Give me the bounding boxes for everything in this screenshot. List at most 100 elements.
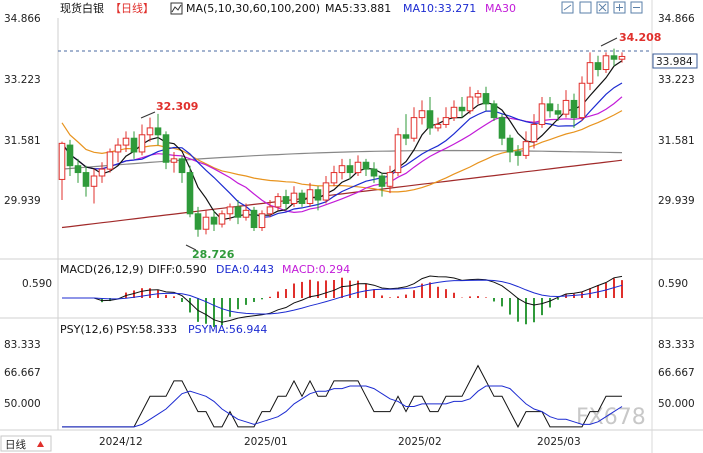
candle-body xyxy=(514,151,522,156)
candle-body xyxy=(114,144,122,153)
left-tick-1: 34.866 xyxy=(4,13,41,25)
x-tick-2025-03: 2025/03 xyxy=(537,436,581,448)
ma-params-label: MA(5,10,30,60,100,200) xyxy=(186,2,320,15)
candle-body xyxy=(210,216,218,225)
psy-left-tick-2: 66.667 xyxy=(4,367,41,379)
chevron-up-icon xyxy=(37,441,44,447)
period-select-button[interactable] xyxy=(0,435,52,452)
candle-body xyxy=(602,55,610,71)
candle-body xyxy=(130,137,138,153)
candle-body xyxy=(290,192,298,204)
candle-body xyxy=(82,172,90,187)
instrument-name: 现货白银 xyxy=(60,1,104,15)
candle-body xyxy=(386,172,394,187)
candle-body xyxy=(274,196,282,208)
candle-body xyxy=(506,137,514,153)
candle-body xyxy=(562,99,570,115)
candle-body xyxy=(554,110,562,115)
macd-dea-line xyxy=(62,279,623,315)
psy-right-tick-2: 66.667 xyxy=(658,367,695,379)
candle-body xyxy=(170,158,178,163)
right-tick-3: 31.581 xyxy=(658,135,695,147)
zoom-in-icon[interactable] xyxy=(613,1,626,14)
max-annotation-line xyxy=(600,37,618,47)
candle-body xyxy=(466,96,474,112)
ma10-value: MA10:33.271 xyxy=(403,2,476,15)
candle-body xyxy=(266,206,274,215)
candle-body xyxy=(162,134,170,163)
rectangle-icon[interactable] xyxy=(579,1,592,14)
ma200-line xyxy=(61,159,623,229)
zoom-out-icon[interactable] xyxy=(630,1,643,14)
candle-body xyxy=(618,55,626,60)
right-tick-1: 34.866 xyxy=(658,13,695,25)
macd-left-tick: 0.590 xyxy=(22,278,52,290)
ma5-line xyxy=(61,60,623,221)
candle-body xyxy=(450,106,458,119)
maximize-icon[interactable] xyxy=(596,1,609,14)
psyma-value: PSYMA:56.944 xyxy=(188,323,267,336)
candle-body xyxy=(354,161,362,174)
period-label: 【日线】 xyxy=(110,1,154,15)
candle-body xyxy=(434,123,442,129)
x-tick-2024-12: 2024/12 xyxy=(99,436,143,448)
psy-label: PSY(12,6) xyxy=(60,323,113,336)
candle-body xyxy=(66,144,74,167)
candle-body xyxy=(346,165,354,174)
candle-body xyxy=(282,196,290,204)
x-tick-2025-01: 2025/01 xyxy=(244,436,288,448)
candle-body xyxy=(218,213,226,225)
ma5-value: MA5:33.881 xyxy=(325,2,391,15)
candle-body xyxy=(546,103,554,112)
candle-body xyxy=(378,175,386,187)
candle-body xyxy=(458,106,466,112)
candle-body xyxy=(98,168,106,177)
candle-body xyxy=(338,165,346,174)
candle-body xyxy=(154,127,162,136)
left-tick-4: 29.939 xyxy=(4,195,41,207)
candle-icon xyxy=(170,2,183,15)
candle-body xyxy=(242,209,250,218)
low-annotation: 28.726 xyxy=(192,248,235,261)
candle-body xyxy=(58,142,66,180)
psy-line xyxy=(62,364,622,428)
current-price-box xyxy=(652,53,698,69)
x-tick-2025-02: 2025/02 xyxy=(398,436,442,448)
ma30-line xyxy=(61,96,623,214)
candle-body xyxy=(594,62,602,71)
candle-body xyxy=(578,82,586,119)
macd-diff-line xyxy=(62,275,623,323)
candle-body xyxy=(362,161,370,170)
left-tick-2: 33.223 xyxy=(4,74,41,86)
candle-body xyxy=(490,103,498,119)
candle-body xyxy=(394,134,402,174)
candle-body xyxy=(418,110,426,119)
candle-body xyxy=(202,216,210,230)
candle-body xyxy=(90,175,98,187)
chart-marks xyxy=(58,48,626,428)
psy-left-tick-1: 83.333 xyxy=(4,339,41,351)
candle-body xyxy=(258,213,266,229)
macd-value: MACD:0.294 xyxy=(282,263,350,276)
peak-annotation-line xyxy=(140,111,156,119)
right-tick-2: 33.223 xyxy=(658,74,695,86)
max-price-annotation: 34.208 xyxy=(619,31,661,44)
psy-right-tick-1: 83.333 xyxy=(658,339,695,351)
candle-body xyxy=(442,117,450,125)
period-select-label: 日线 xyxy=(5,438,26,451)
candle-body xyxy=(186,172,194,215)
candle-body xyxy=(106,151,114,170)
macd-diff: DIFF:0.590 xyxy=(148,263,207,276)
peak-annotation: 32.309 xyxy=(156,100,198,113)
current-price-label: 33.984 xyxy=(656,56,693,68)
candle-body xyxy=(410,117,418,139)
chart-type-icon[interactable] xyxy=(561,1,574,14)
candle-body xyxy=(306,189,314,204)
candle-body xyxy=(522,141,530,156)
psy-right-tick-3: 50.000 xyxy=(658,398,695,410)
candle-body xyxy=(178,158,186,174)
candle-body xyxy=(74,165,82,174)
watermark: FX678 xyxy=(576,405,646,430)
ma30-value: MA30 xyxy=(485,2,516,15)
